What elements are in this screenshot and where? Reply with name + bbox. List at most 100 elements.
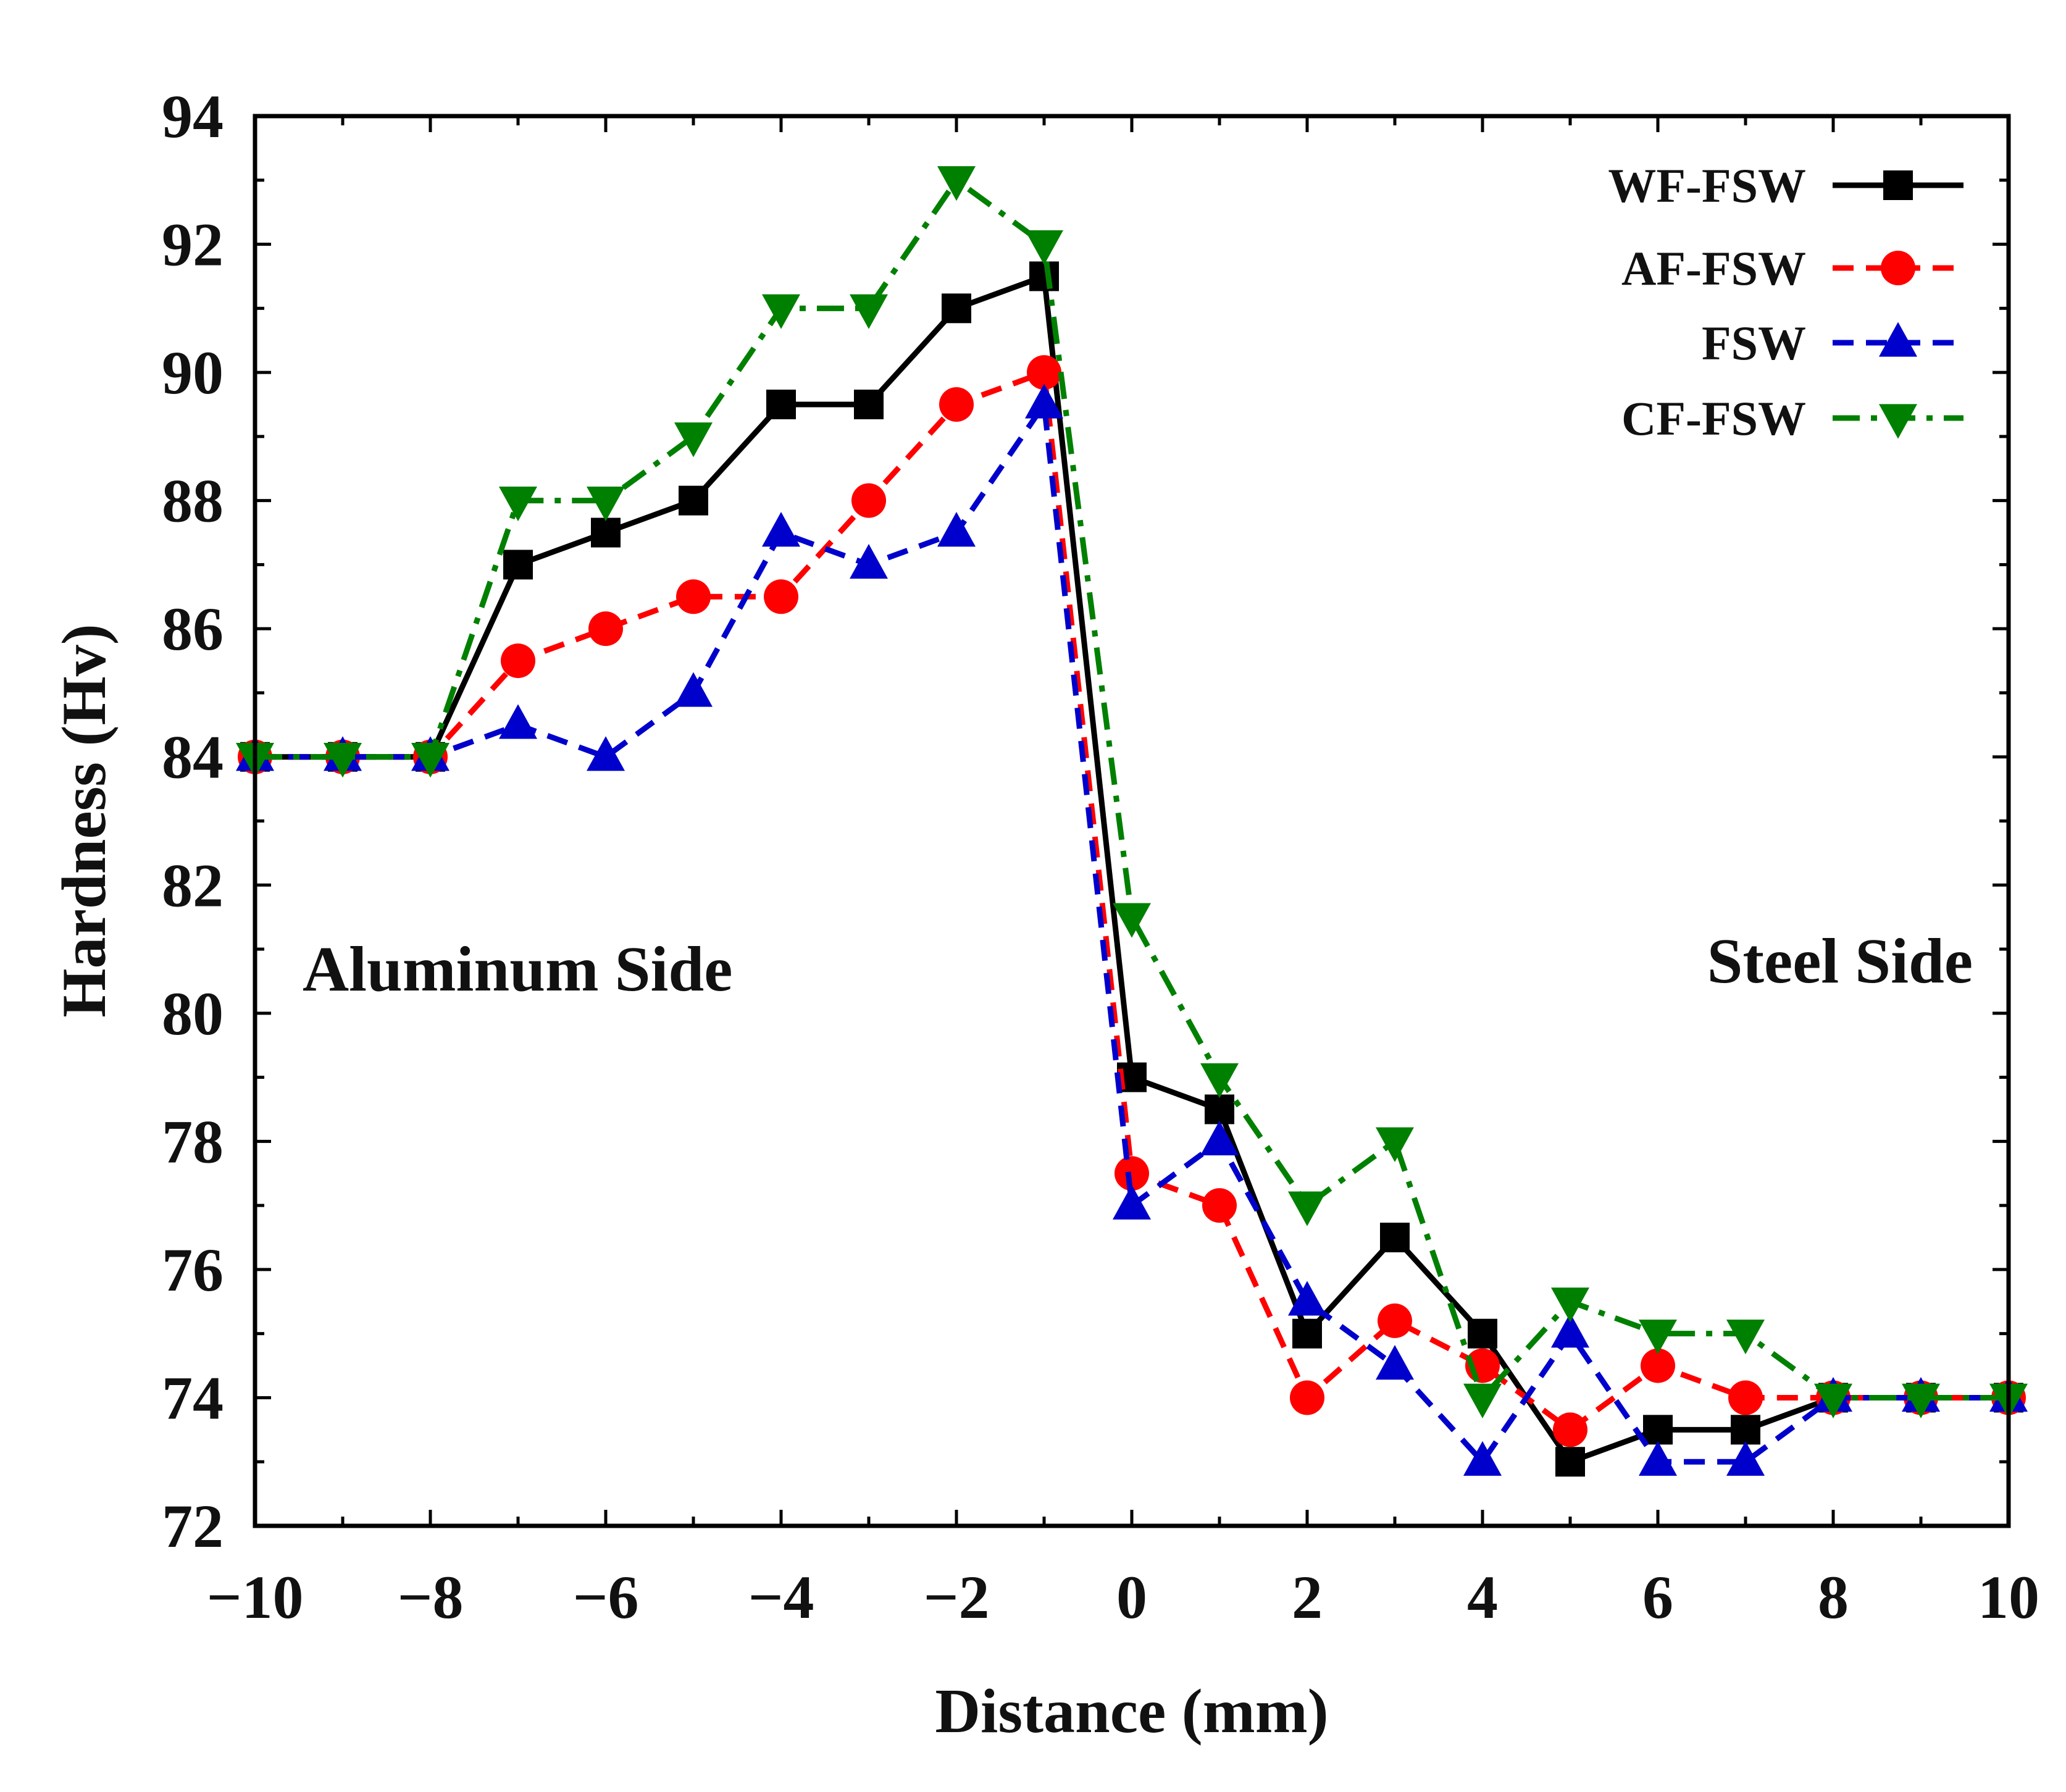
x-tick-label: −6 (573, 1563, 639, 1631)
legend-item-cf-fsw: CF-FSW (1621, 391, 1964, 445)
data-point-cf-fsw (1200, 1063, 1239, 1099)
y-tick-label: 78 (162, 1107, 224, 1176)
data-point-af-fsw (1641, 1348, 1675, 1383)
y-axis-title: Hardness (Hv) (49, 624, 119, 1018)
data-point-wf-fsw (1029, 261, 1059, 291)
data-point-cf-fsw (1113, 903, 1151, 938)
data-point-af-fsw (1202, 1188, 1237, 1223)
data-point-cf-fsw (1288, 1191, 1326, 1226)
plot-frame (253, 114, 2011, 1528)
y-tick-label: 86 (162, 595, 224, 663)
legend-item-af-fsw: AF-FSW (1621, 241, 1964, 295)
x-tick-label: 2 (1292, 1563, 1323, 1631)
legend-label: FSW (1702, 316, 1806, 370)
data-point-wf-fsw (766, 389, 796, 419)
y-tick-label: 92 (162, 211, 224, 279)
y-tick-label: 84 (162, 723, 224, 792)
y-tick-label: 80 (162, 979, 224, 1048)
legend-label: AF-FSW (1621, 241, 1806, 295)
data-point-cf-fsw (1814, 1383, 1852, 1418)
data-point-af-fsw (1553, 1412, 1587, 1447)
data-point-wf-fsw (591, 517, 621, 548)
y-tick-label: 82 (162, 851, 224, 919)
data-point-af-fsw (1290, 1380, 1324, 1415)
y-tick-label: 90 (162, 338, 224, 407)
data-point-cf-fsw (850, 294, 888, 329)
x-tick-label: 8 (1818, 1563, 1849, 1631)
data-point-cf-fsw (324, 743, 362, 778)
data-point-af-fsw (676, 579, 711, 614)
data-point-af-fsw (764, 579, 798, 614)
y-tick-label: 88 (162, 467, 224, 535)
data-point-af-fsw (1728, 1380, 1763, 1415)
legend-label: CF-FSW (1621, 391, 1806, 445)
data-point-cf-fsw (1551, 1287, 1589, 1323)
data-point-fsw (762, 512, 800, 547)
data-point-wf-fsw (1468, 1318, 1497, 1349)
data-point-wf-fsw (854, 389, 884, 419)
data-point-wf-fsw (1643, 1415, 1673, 1445)
legend-marker (1883, 170, 1913, 200)
data-point-wf-fsw (679, 485, 708, 516)
data-point-fsw (937, 512, 976, 547)
legend-marker (1879, 404, 1917, 439)
data-point-cf-fsw (587, 486, 625, 522)
data-point-cf-fsw (411, 743, 450, 778)
data-point-af-fsw (939, 387, 974, 422)
annotation-aluminum-side: Aluminum Side (303, 934, 732, 1005)
legend: WF-FSW AF-FSW FSW CF-FSW (1608, 159, 1964, 445)
x-tick-label: −10 (207, 1563, 304, 1631)
data-point-cf-fsw (1726, 1320, 1765, 1355)
x-tick-label: 0 (1116, 1563, 1147, 1631)
x-tick-label: −8 (398, 1563, 464, 1631)
data-point-fsw (1463, 1441, 1502, 1476)
annotation-steel-side: Steel Side (1707, 926, 1973, 997)
data-point-af-fsw (501, 643, 535, 679)
x-tick-label: −4 (748, 1563, 814, 1631)
data-point-cf-fsw (499, 486, 537, 522)
legend-item-wf-fsw: WF-FSW (1608, 159, 1964, 212)
y-tick-labels: 72 74 76 78 80 82 84 86 88 90 92 94 (162, 82, 224, 1560)
data-point-fsw (1025, 383, 1063, 419)
data-point-af-fsw (588, 611, 623, 647)
y-tick-label: 94 (162, 82, 224, 151)
data-point-wf-fsw (942, 293, 971, 324)
data-point-cf-fsw (1025, 230, 1063, 266)
data-point-fsw (499, 704, 537, 739)
x-tick-label: 10 (1978, 1563, 2039, 1631)
data-point-cf-fsw (937, 166, 976, 201)
x-tick-label: −2 (924, 1563, 990, 1631)
legend-marker (1881, 251, 1915, 285)
data-point-fsw (587, 736, 625, 771)
data-point-cf-fsw (1902, 1383, 1940, 1418)
x-tick-labels: −10 −8 −6 −4 −2 0 2 4 6 8 10 (207, 1563, 2039, 1631)
data-point-wf-fsw (1555, 1447, 1585, 1477)
legend-item-fsw: FSW (1702, 316, 1964, 370)
data-point-af-fsw (1027, 355, 1061, 390)
data-point-fsw (1551, 1313, 1589, 1348)
y-tick-label: 76 (162, 1236, 224, 1304)
series-fsw (236, 383, 2028, 1476)
data-point-fsw (1376, 1345, 1414, 1380)
data-point-cf-fsw (762, 294, 800, 329)
data-point-wf-fsw (1292, 1318, 1322, 1349)
legend-marker (1879, 322, 1917, 357)
data-point-wf-fsw (1380, 1223, 1410, 1253)
data-point-cf-fsw (674, 422, 713, 458)
data-point-cf-fsw (1463, 1383, 1502, 1418)
data-point-wf-fsw (1731, 1415, 1760, 1445)
data-point-af-fsw (851, 483, 886, 518)
data-point-af-fsw (1378, 1303, 1412, 1338)
data-point-fsw (850, 543, 888, 579)
data-point-fsw (1113, 1184, 1151, 1220)
data-point-fsw (674, 672, 713, 707)
data-point-cf-fsw (1639, 1320, 1677, 1355)
y-tick-label: 72 (162, 1492, 224, 1560)
data-point-fsw (1288, 1281, 1326, 1316)
legend-label: WF-FSW (1608, 159, 1806, 212)
series-layer (236, 166, 2028, 1477)
data-point-fsw (1726, 1441, 1765, 1476)
data-point-af-fsw (1115, 1156, 1149, 1191)
